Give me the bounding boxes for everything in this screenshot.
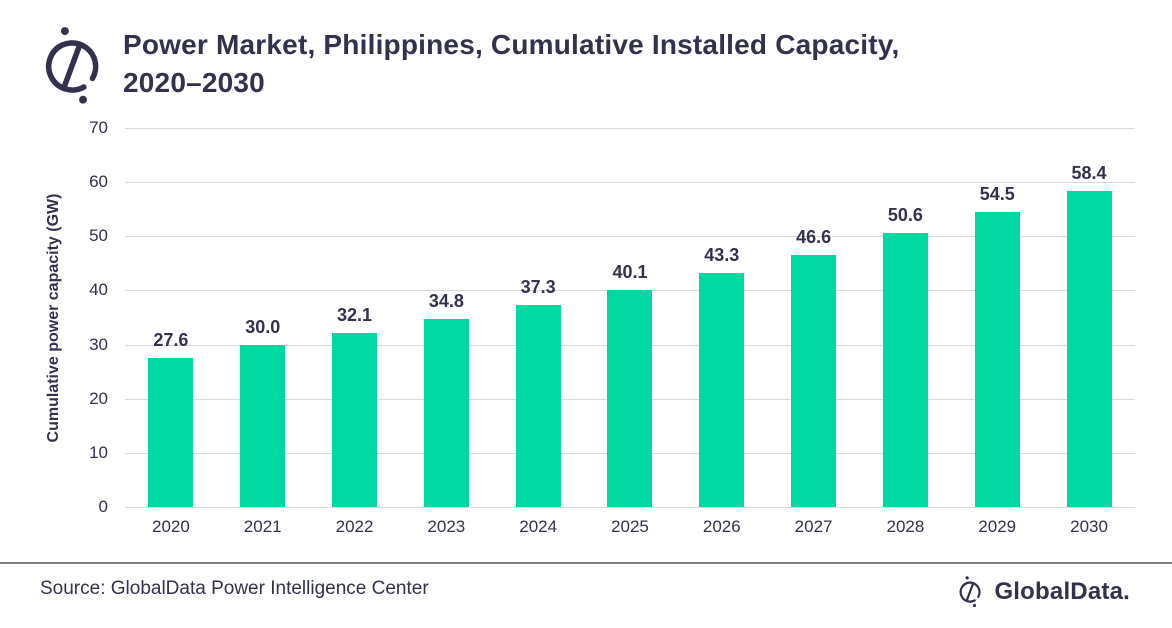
x-tick-label-2025: 2025 xyxy=(611,517,649,536)
bar-2023: 34.8 xyxy=(423,291,469,507)
x-tick-label-2021: 2021 xyxy=(243,517,282,536)
x-tick-label-2020: 2020 xyxy=(151,517,190,536)
gridline-50 xyxy=(125,236,1135,238)
bar-2022: 32.1 xyxy=(332,305,378,507)
x-tick-label-2028: 2028 xyxy=(886,517,925,536)
plot-area: 27.6 30.0 32.1 34.8 37.3 40.1 43.3 46.6 50.6 54.5… xyxy=(125,128,1135,508)
bar-value-label-2021: 30.0 xyxy=(245,316,281,337)
brand-logo: GlobalData. xyxy=(954,575,1130,608)
y-tick-label-60: 60 xyxy=(89,172,108,192)
bar-value-label-2025: 40.1 xyxy=(612,261,648,282)
bar-slot-2027: 46.6 xyxy=(768,128,860,507)
bar-value-label-2026: 43.3 xyxy=(704,244,740,265)
globaldata-icon xyxy=(45,27,99,104)
x-tick-label-2030: 2030 xyxy=(1070,517,1108,536)
bar-value-label-2020: 27.6 xyxy=(153,329,189,350)
bar-value-label-2029: 54.5 xyxy=(979,183,1015,204)
y-tick-label-20: 20 xyxy=(89,388,108,408)
bar-2020: 27.6 xyxy=(148,330,194,507)
bar-value-label-2022: 32.1 xyxy=(337,305,373,326)
brand-wordmark: GlobalData. xyxy=(994,577,1130,605)
bar-value-label-2024: 37.3 xyxy=(520,277,556,298)
x-tick-label-2026: 2026 xyxy=(702,517,741,536)
bar-2027: 46.6 xyxy=(791,227,837,507)
bar-2025: 40.1 xyxy=(607,262,653,507)
bar-slot-2021: 30.0 xyxy=(217,128,309,507)
bars-layer: 27.6 30.0 32.1 34.8 37.3 40.1 43.3 46.6 50.6 54.5… xyxy=(125,128,1135,507)
x-tick-label-2022: 2022 xyxy=(335,517,374,536)
logo-dot-top xyxy=(60,27,69,36)
bar-slot-2028: 50.6 xyxy=(860,128,952,507)
page-title-line2: 2020–2030 xyxy=(123,67,265,98)
gridline-0 xyxy=(125,507,1135,508)
y-tick-label-70: 70 xyxy=(89,118,108,137)
bar-value-label-2027: 46.6 xyxy=(796,226,832,247)
y-tick-label-50: 50 xyxy=(89,226,108,246)
bar-slot-2026: 43.3 xyxy=(676,128,768,507)
bar-slot-2022: 32.1 xyxy=(309,128,401,507)
y-tick-label-0: 0 xyxy=(98,497,108,516)
bar-slot-2030: 58.4 xyxy=(1043,128,1135,507)
bar-2026: 43.3 xyxy=(699,245,745,507)
source-text: Source: GlobalData Power Intelligence Ce… xyxy=(40,578,429,599)
bar-slot-2020: 27.6 xyxy=(125,128,217,507)
x-tick-label-2029: 2029 xyxy=(978,517,1017,536)
x-tick-label-2023: 2023 xyxy=(427,517,466,536)
gridline-70 xyxy=(125,128,1135,129)
bar-2030: 58.4 xyxy=(1066,163,1112,507)
logo-dot-bottom xyxy=(79,95,87,104)
bar-value-label-2030: 58.4 xyxy=(1071,162,1107,183)
globaldata-icon xyxy=(959,576,982,608)
x-tick-label-2027: 2027 xyxy=(794,517,833,536)
page-title-line1: Power Market, Philippines, Cumulative In… xyxy=(123,29,900,60)
bar-slot-2025: 40.1 xyxy=(584,128,676,507)
y-tick-label-30: 30 xyxy=(89,334,108,354)
y-tick-label-10: 10 xyxy=(89,442,108,462)
bar-slot-2029: 54.5 xyxy=(951,128,1043,507)
gridline-60 xyxy=(125,182,1135,184)
x-axis-labels: 2020 2021 2022 2023 2024 2025 2026 2027 2028 2029… xyxy=(125,517,1135,537)
bar-slot-2023: 34.8 xyxy=(400,128,492,507)
bar-2024: 37.3 xyxy=(515,277,561,507)
y-tick-label-40: 40 xyxy=(89,280,108,300)
bar-value-label-2023: 34.8 xyxy=(428,290,464,311)
bar-2021: 30.0 xyxy=(240,317,286,507)
page-title: Power Market, Philippines, Cumulative In… xyxy=(123,26,1113,102)
footer-divider xyxy=(0,562,1172,564)
bar-value-label-2028: 50.6 xyxy=(887,205,923,226)
x-tick-label-2024: 2024 xyxy=(519,517,558,536)
bar-2029: 54.5 xyxy=(974,184,1020,507)
y-axis-ticks: 0 10 20 30 40 50 60 70 xyxy=(0,118,108,516)
bar-slot-2024: 37.3 xyxy=(492,128,584,507)
bar-2028: 50.6 xyxy=(882,205,928,507)
